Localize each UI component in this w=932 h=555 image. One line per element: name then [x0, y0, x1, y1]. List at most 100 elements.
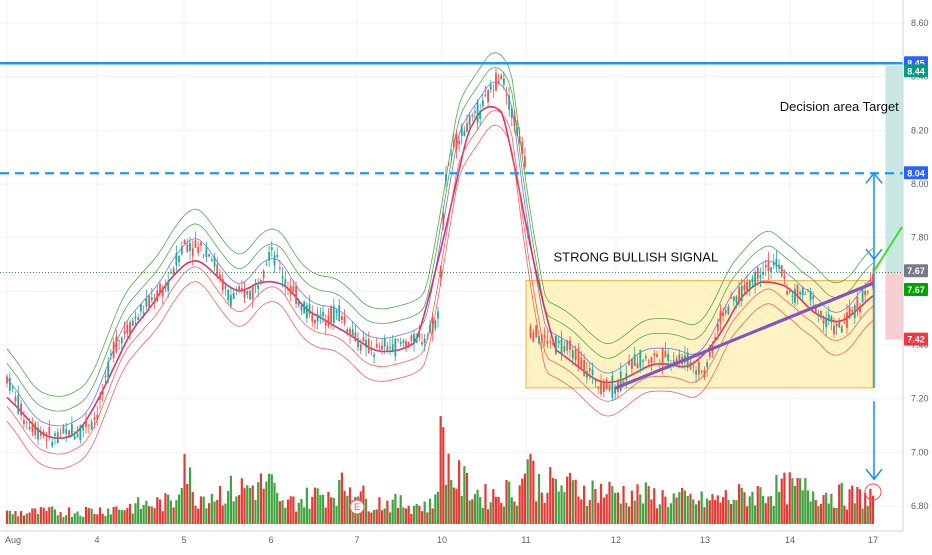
volume-bar: [551, 477, 555, 524]
volume-bar: [415, 504, 418, 524]
volume-bar: [59, 512, 62, 524]
candle-body: [150, 297, 153, 301]
candle-body: [767, 260, 770, 272]
candle-body: [418, 333, 421, 338]
price-tag: 7.42: [904, 332, 928, 346]
volume-bar: [543, 502, 546, 524]
candle-body: [452, 140, 455, 148]
volume-bar: [267, 473, 271, 524]
volume-bar: [526, 459, 529, 524]
candle-body: [770, 267, 772, 273]
candle-body: [872, 274, 874, 288]
volume-bar: [346, 495, 349, 524]
volume-bar: [830, 493, 833, 524]
volume-bar: [716, 495, 719, 524]
volume-bar: [783, 472, 786, 524]
candle-body: [373, 354, 375, 358]
volume-bar: [856, 487, 859, 524]
volume-bar: [431, 508, 434, 524]
volume-bar: [756, 485, 759, 524]
candle-body: [375, 343, 378, 348]
volume-bar: [460, 495, 463, 524]
candle-body: [324, 320, 327, 326]
volume-bar: [644, 482, 647, 524]
candle-body: [351, 329, 354, 336]
candle-body: [569, 340, 571, 351]
candle-body: [230, 295, 232, 306]
volume-bar: [251, 485, 254, 524]
volume-bar: [845, 509, 849, 524]
volume-bar: [254, 499, 257, 524]
volume-bar: [767, 496, 770, 524]
candle-body: [153, 302, 156, 304]
candle-body: [801, 287, 804, 296]
candle-body: [442, 213, 445, 226]
volume-bar: [292, 496, 295, 524]
volume-bar: [458, 460, 461, 524]
candle-body: [76, 433, 79, 437]
candle-body: [397, 339, 399, 341]
volume-bar: [73, 513, 76, 524]
candle-body: [706, 362, 709, 368]
volume-bar: [851, 485, 854, 524]
volume-bar: [142, 504, 145, 524]
volume-bar: [51, 506, 54, 524]
volume-bar: [510, 497, 513, 524]
volume-bar: [594, 488, 597, 524]
candle-body: [580, 357, 583, 369]
volume-bar: [571, 480, 574, 524]
volume-bar: [864, 492, 867, 524]
volume-bar: [597, 502, 600, 524]
price-tag-label: 7.42: [907, 335, 925, 345]
candle-body: [487, 90, 489, 102]
candle-body: [191, 248, 194, 257]
candle-body: [468, 115, 471, 126]
volume-bar: [335, 505, 338, 524]
earnings-marker[interactable]: [349, 499, 365, 515]
candle-body: [500, 75, 503, 80]
candle-body: [719, 310, 722, 324]
candle-body: [112, 341, 115, 359]
y-tick-label: 7.00: [911, 447, 929, 457]
candle-body: [45, 439, 48, 441]
volume-bar: [540, 492, 543, 524]
candle-body: [689, 362, 692, 369]
candle-body: [825, 317, 828, 328]
time-axis[interactable]: Aug 4 5 6 7 10 11 12 13 14 17: [0, 530, 903, 550]
candle-body: [505, 94, 508, 96]
volume-bar: [243, 488, 246, 524]
candle-body: [17, 394, 20, 414]
volume-bar: [93, 513, 96, 524]
candle-body: [118, 340, 120, 341]
volume-bar: [246, 485, 249, 524]
y-tick-label: 6.80: [911, 501, 929, 511]
volume-bar: [740, 487, 743, 524]
candle-body: [140, 304, 142, 312]
candle-body: [148, 295, 150, 309]
down-arrow-head: [865, 468, 883, 481]
volume-bar: [259, 473, 263, 524]
candle-body: [521, 141, 524, 154]
candle-body: [123, 330, 126, 334]
candle-body: [809, 291, 812, 301]
candle-body: [161, 288, 164, 297]
candle-body: [42, 431, 45, 437]
price-tag-bg: [904, 332, 928, 346]
volume-bar: [404, 508, 408, 524]
candle-body: [73, 435, 76, 440]
volume-bar: [568, 472, 572, 524]
earnings-marker-layer[interactable]: E: [349, 499, 365, 515]
candle-body: [743, 284, 746, 291]
volume-bar: [619, 503, 622, 524]
volume-bar: [500, 502, 503, 524]
x-tick-label: 6: [268, 535, 273, 545]
candle-body: [608, 384, 611, 391]
volume-bar: [343, 490, 346, 524]
candle-body: [838, 320, 841, 328]
candle-body: [820, 310, 822, 317]
volume-bar: [658, 504, 661, 524]
volume-bar: [17, 516, 20, 524]
volume-bar: [191, 491, 194, 524]
volume-bar: [188, 467, 192, 524]
